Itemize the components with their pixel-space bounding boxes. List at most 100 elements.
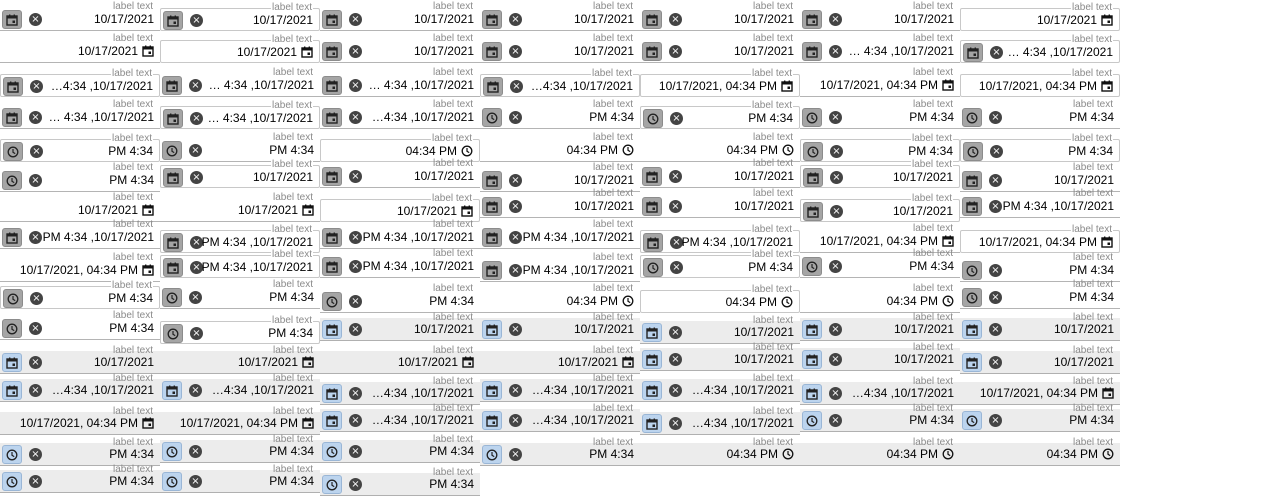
calendar-button[interactable] [642,414,662,433]
date-field[interactable]: label text × 10/17/2021 [800,160,960,188]
clear-icon[interactable]: × [989,200,1002,213]
clock-icon[interactable] [622,144,634,159]
date-field[interactable]: label text × PM 4:34 ,10/17/2021 [640,225,800,253]
clear-icon[interactable]: × [509,264,522,277]
clear-icon[interactable]: × [829,260,842,273]
clear-icon[interactable]: × [509,384,522,397]
clock-button[interactable] [962,108,982,127]
calendar-button[interactable] [2,108,22,127]
clear-icon[interactable]: × [349,260,362,273]
calendar-button[interactable] [322,76,342,95]
time-field[interactable]: label text × PM 4:34 [480,438,640,466]
clock-button[interactable] [643,258,663,277]
clear-icon[interactable]: × [509,45,522,58]
date-field[interactable]: label text 10/17/2021 [320,346,480,374]
time-field[interactable]: label text × PM 4:34 [320,468,480,496]
calendar-icon[interactable] [1101,14,1113,29]
calendar-button[interactable] [802,384,822,403]
clear-icon[interactable]: × [509,111,522,124]
clock-button[interactable] [162,442,182,461]
clear-icon[interactable]: × [990,46,1003,59]
date-field[interactable]: label text × 10/17/2021 [320,34,480,63]
clear-icon[interactable]: × [29,356,42,369]
clear-icon[interactable]: × [509,323,522,336]
time-field[interactable]: label text × PM 4:34 [480,100,640,129]
calendar-button[interactable] [483,77,503,96]
clear-icon[interactable]: × [989,323,1002,336]
clock-icon[interactable] [942,295,954,310]
date-field[interactable]: label text 10/17/2021, 04:34 PM [960,225,1120,253]
time-field[interactable]: label text × PM 4:34 [800,249,960,278]
clear-icon[interactable]: × [990,145,1003,158]
date-field[interactable]: label text × 10/17/2021 [800,343,960,371]
clock-icon[interactable] [781,296,793,311]
calendar-button[interactable] [322,257,342,276]
calendar-icon[interactable] [1102,387,1114,402]
date-field[interactable]: label text × …4:34 ,10/17/2021 [320,377,480,405]
date-field[interactable]: label text 10/17/2021 [160,193,320,222]
clock-button[interactable] [2,319,22,338]
clear-icon[interactable]: × [190,236,203,249]
clear-icon[interactable]: × [509,414,522,427]
date-field[interactable]: label text × 10/17/2021 [640,316,800,344]
calendar-button[interactable] [482,381,502,400]
date-field[interactable]: label text × … 4:34 ,10/17/2021 [320,68,480,97]
clear-icon[interactable]: × [29,111,42,124]
date-field[interactable]: label text 10/17/2021 [0,193,160,222]
date-field[interactable]: label text × 10/17/2021 [960,346,1120,374]
date-field[interactable]: label text × 10/17/2021 [320,313,480,341]
clear-icon[interactable]: × [669,45,682,58]
calendar-button[interactable] [803,168,823,187]
calendar-button[interactable] [803,202,823,221]
clock-button[interactable] [482,108,502,127]
clock-icon[interactable] [782,144,794,159]
clear-icon[interactable]: × [349,231,362,244]
clear-icon[interactable]: × [349,445,362,458]
date-field[interactable]: label text × …4:34 ,10/17/2021 [640,407,800,435]
clear-icon[interactable]: × [829,45,842,58]
calendar-button[interactable] [643,233,663,252]
clear-icon[interactable]: × [989,414,1002,427]
clear-icon[interactable]: × [669,200,682,213]
calendar-icon[interactable] [142,417,154,432]
clear-icon[interactable]: × [830,171,843,184]
date-field[interactable]: label text × 10/17/2021 [0,346,160,374]
clear-icon[interactable]: × [29,322,42,335]
clear-icon[interactable]: × [670,261,683,274]
date-field[interactable]: label text × 10/17/2021 [480,313,640,341]
date-field[interactable]: label text × 10/17/2021 [160,160,320,188]
time-field[interactable]: label text 04:34 PM [480,284,640,313]
clock-button[interactable] [643,109,663,128]
clear-icon[interactable]: × [189,445,202,458]
clear-icon[interactable]: × [29,13,42,26]
calendar-button[interactable] [482,261,502,280]
time-field[interactable]: label text × PM 4:34 [320,284,480,313]
clock-button[interactable] [322,475,342,494]
date-field[interactable]: label text × … 4:34 ,10/17/2021 [800,34,960,63]
calendar-button[interactable] [642,10,662,29]
clear-icon[interactable]: × [989,356,1002,369]
calendar-button[interactable] [2,353,22,372]
date-field[interactable]: label text × …4:34 ,10/17/2021 [480,374,640,402]
clock-button[interactable] [962,261,982,280]
calendar-button[interactable] [322,108,342,127]
clear-icon[interactable]: × [349,170,362,183]
time-field[interactable]: label text 04:34 PM [960,438,1120,466]
clear-icon[interactable]: × [189,144,202,157]
time-field[interactable]: label text 04:34 PM [640,133,800,162]
clock-button[interactable] [162,141,182,160]
calendar-button[interactable] [482,320,502,339]
date-field[interactable]: label text × …4:34 ,10/17/2021 [320,100,480,129]
clear-icon[interactable]: × [349,323,362,336]
date-field[interactable]: label text × PM 4:34 ,10/17/2021 [480,220,640,249]
calendar-button[interactable] [962,353,982,372]
clear-icon[interactable]: × [829,387,842,400]
date-field[interactable]: label text × PM 4:34 ,10/17/2021 [960,189,1120,218]
date-field[interactable]: label text × 10/17/2021 [640,2,800,31]
time-field[interactable]: label text × PM 4:34 [160,316,320,344]
time-field[interactable]: label text × PM 4:34 [800,100,960,129]
date-field[interactable]: label text × …4:34 ,10/17/2021 [480,404,640,432]
time-field[interactable]: label text × PM 4:34 [960,134,1120,162]
clock-button[interactable] [802,257,822,276]
clear-icon[interactable]: × [829,323,842,336]
